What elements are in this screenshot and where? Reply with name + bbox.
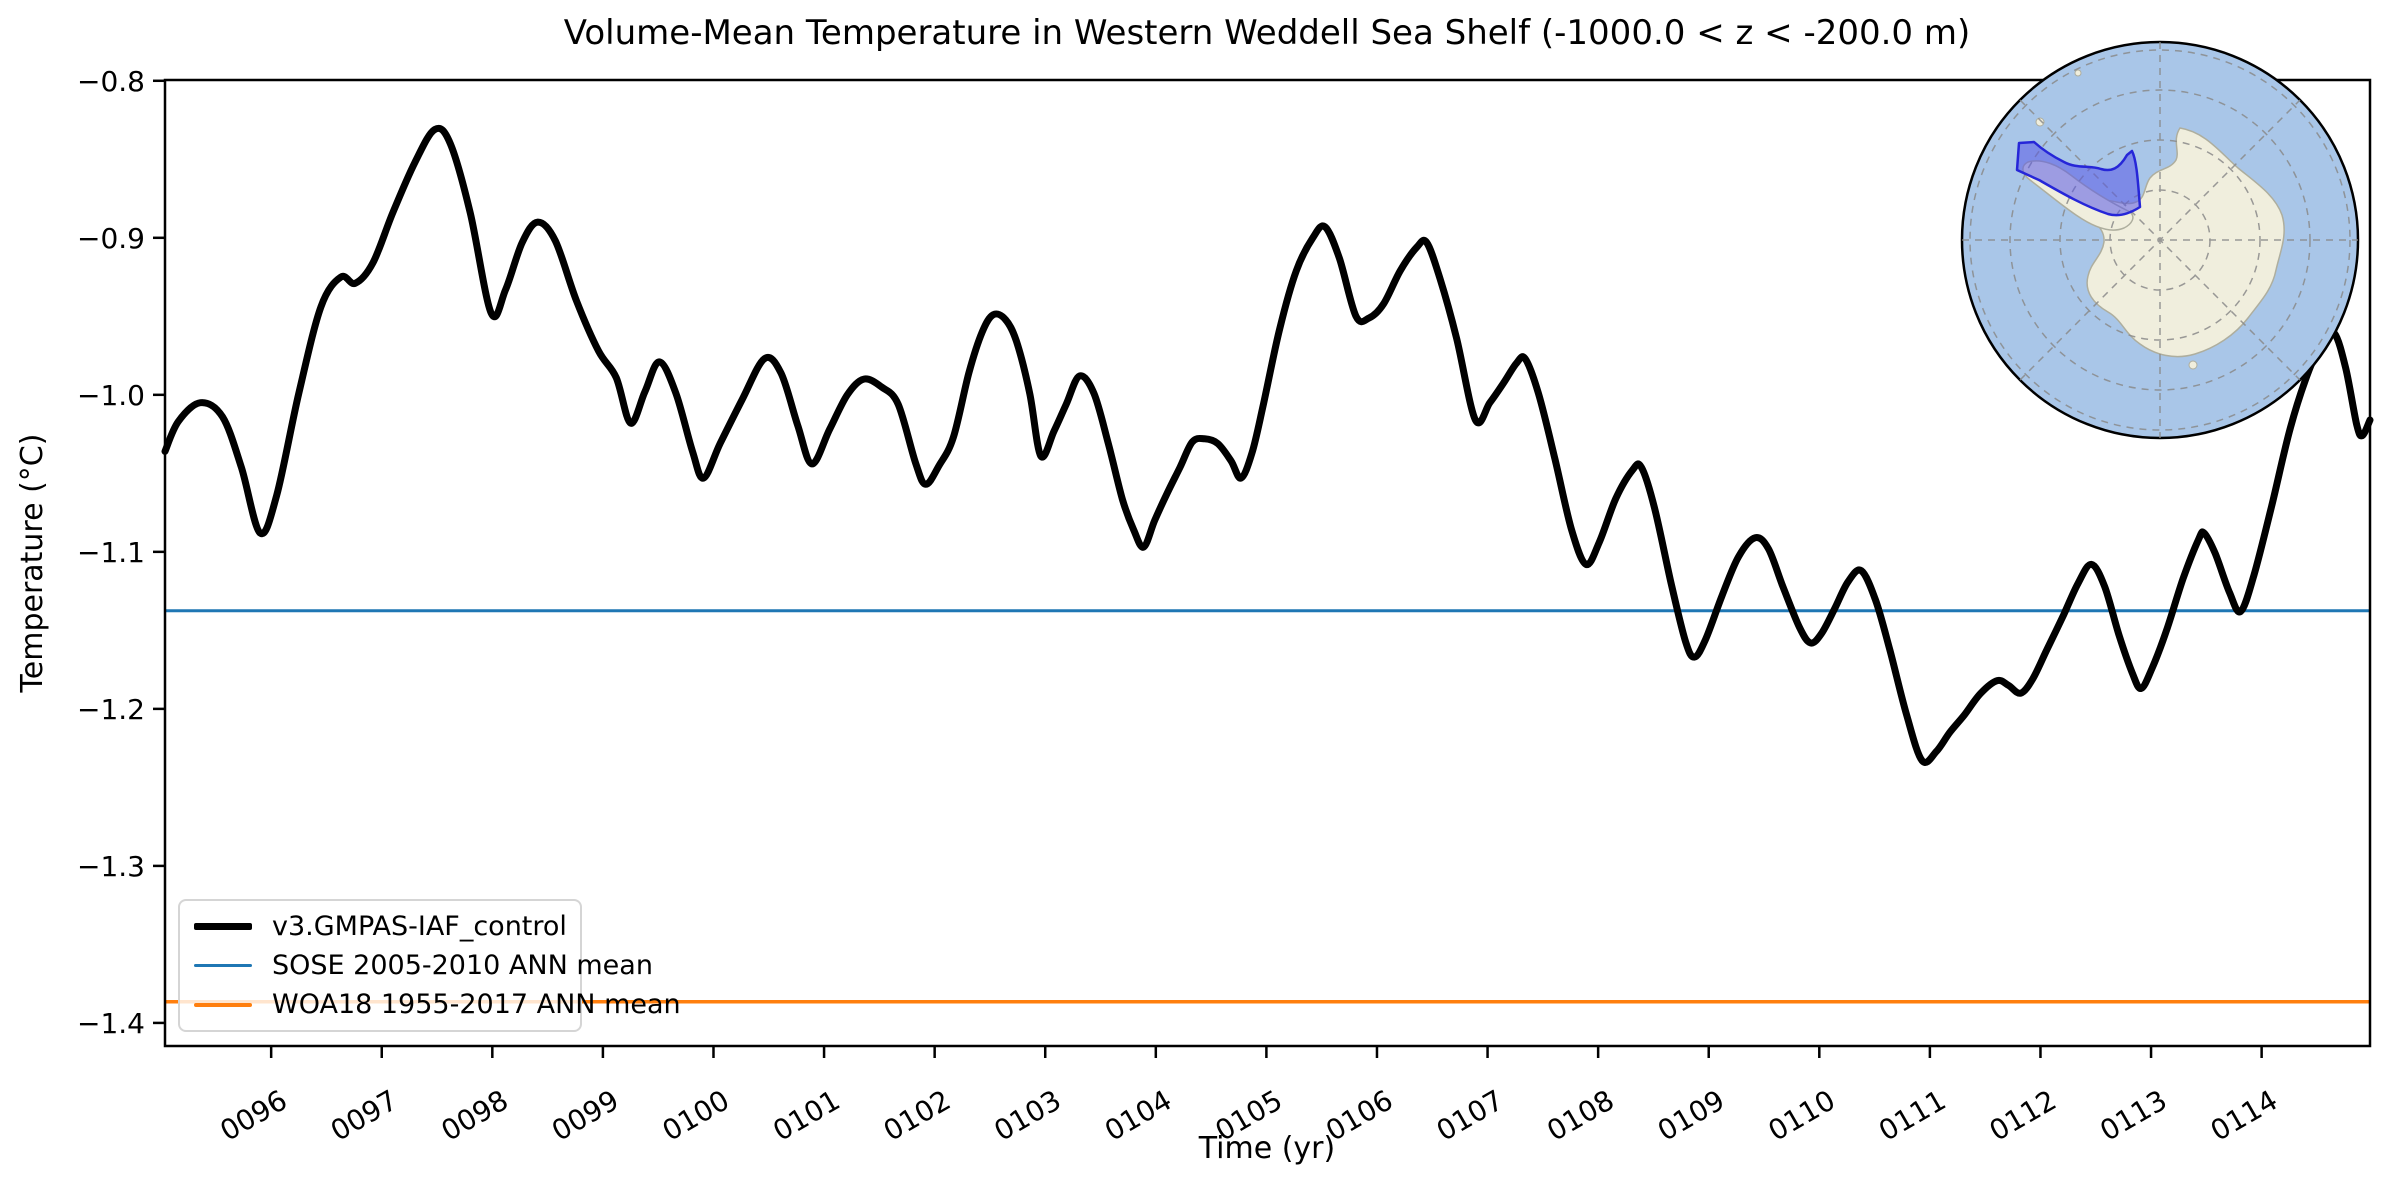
legend-swatch-control <box>194 923 252 930</box>
x-tick-label: 0108 <box>1541 1083 1619 1147</box>
chart-title: Volume-Mean Temperature in Western Wedde… <box>564 13 1970 53</box>
legend-label: WOA18 1955-2017 ANN mean <box>272 989 681 1020</box>
x-tick-label: 0110 <box>1763 1083 1841 1147</box>
y-tick-label: −1.2 <box>77 693 145 726</box>
y-tick-label: −0.9 <box>77 222 145 255</box>
map-graticule <box>1962 42 2358 438</box>
legend-item-control: v3.GMPAS-IAF_control <box>194 909 580 945</box>
x-tick-label: 0113 <box>2094 1083 2172 1147</box>
x-tick-label: 0100 <box>657 1083 735 1147</box>
control-series-line <box>161 124 2374 766</box>
y-axis-label: Temperature (°C) <box>15 434 50 694</box>
x-tick-label: 0098 <box>436 1083 514 1147</box>
x-tick-label: 0112 <box>1984 1083 2062 1147</box>
y-tick-label: −1.4 <box>77 1007 145 1040</box>
y-tick-label: −1.1 <box>77 536 145 569</box>
y-tick-label: −1.0 <box>77 379 145 412</box>
x-tick-label: 0111 <box>1873 1083 1951 1147</box>
legend-swatch-woa <box>194 1002 252 1007</box>
x-tick-label: 0096 <box>214 1083 292 1147</box>
inset-map <box>1960 40 2360 440</box>
legend-item-sose: SOSE 2005-2010 ANN mean <box>194 948 653 984</box>
control-series-layer <box>161 124 2374 766</box>
legend-swatch-sose <box>194 964 252 967</box>
y-tick-label: −0.8 <box>77 65 145 98</box>
legend: v3.GMPAS-IAF_control SOSE 2005-2010 ANN … <box>178 899 681 1032</box>
y-tick-label: −1.3 <box>77 850 145 883</box>
x-axis-label: Time (yr) <box>1198 1131 1335 1166</box>
x-tick-label: 0103 <box>989 1083 1067 1147</box>
x-tick-label: 0109 <box>1652 1083 1730 1147</box>
legend-item-woa: WOA18 1955-2017 ANN mean <box>194 987 681 1023</box>
legend-label: v3.GMPAS-IAF_control <box>272 911 567 942</box>
x-tick-label: 0114 <box>2205 1083 2283 1147</box>
x-tick-label: 0102 <box>878 1083 956 1147</box>
x-tick-label: 0107 <box>1431 1083 1509 1147</box>
x-tick-label: 0099 <box>546 1083 624 1147</box>
x-tick-label: 0104 <box>1099 1083 1177 1147</box>
region-highlight <box>2015 140 2142 217</box>
x-tick-label: 0101 <box>767 1083 845 1147</box>
legend-label: SOSE 2005-2010 ANN mean <box>272 950 653 981</box>
x-tick-label: 0097 <box>325 1083 403 1147</box>
